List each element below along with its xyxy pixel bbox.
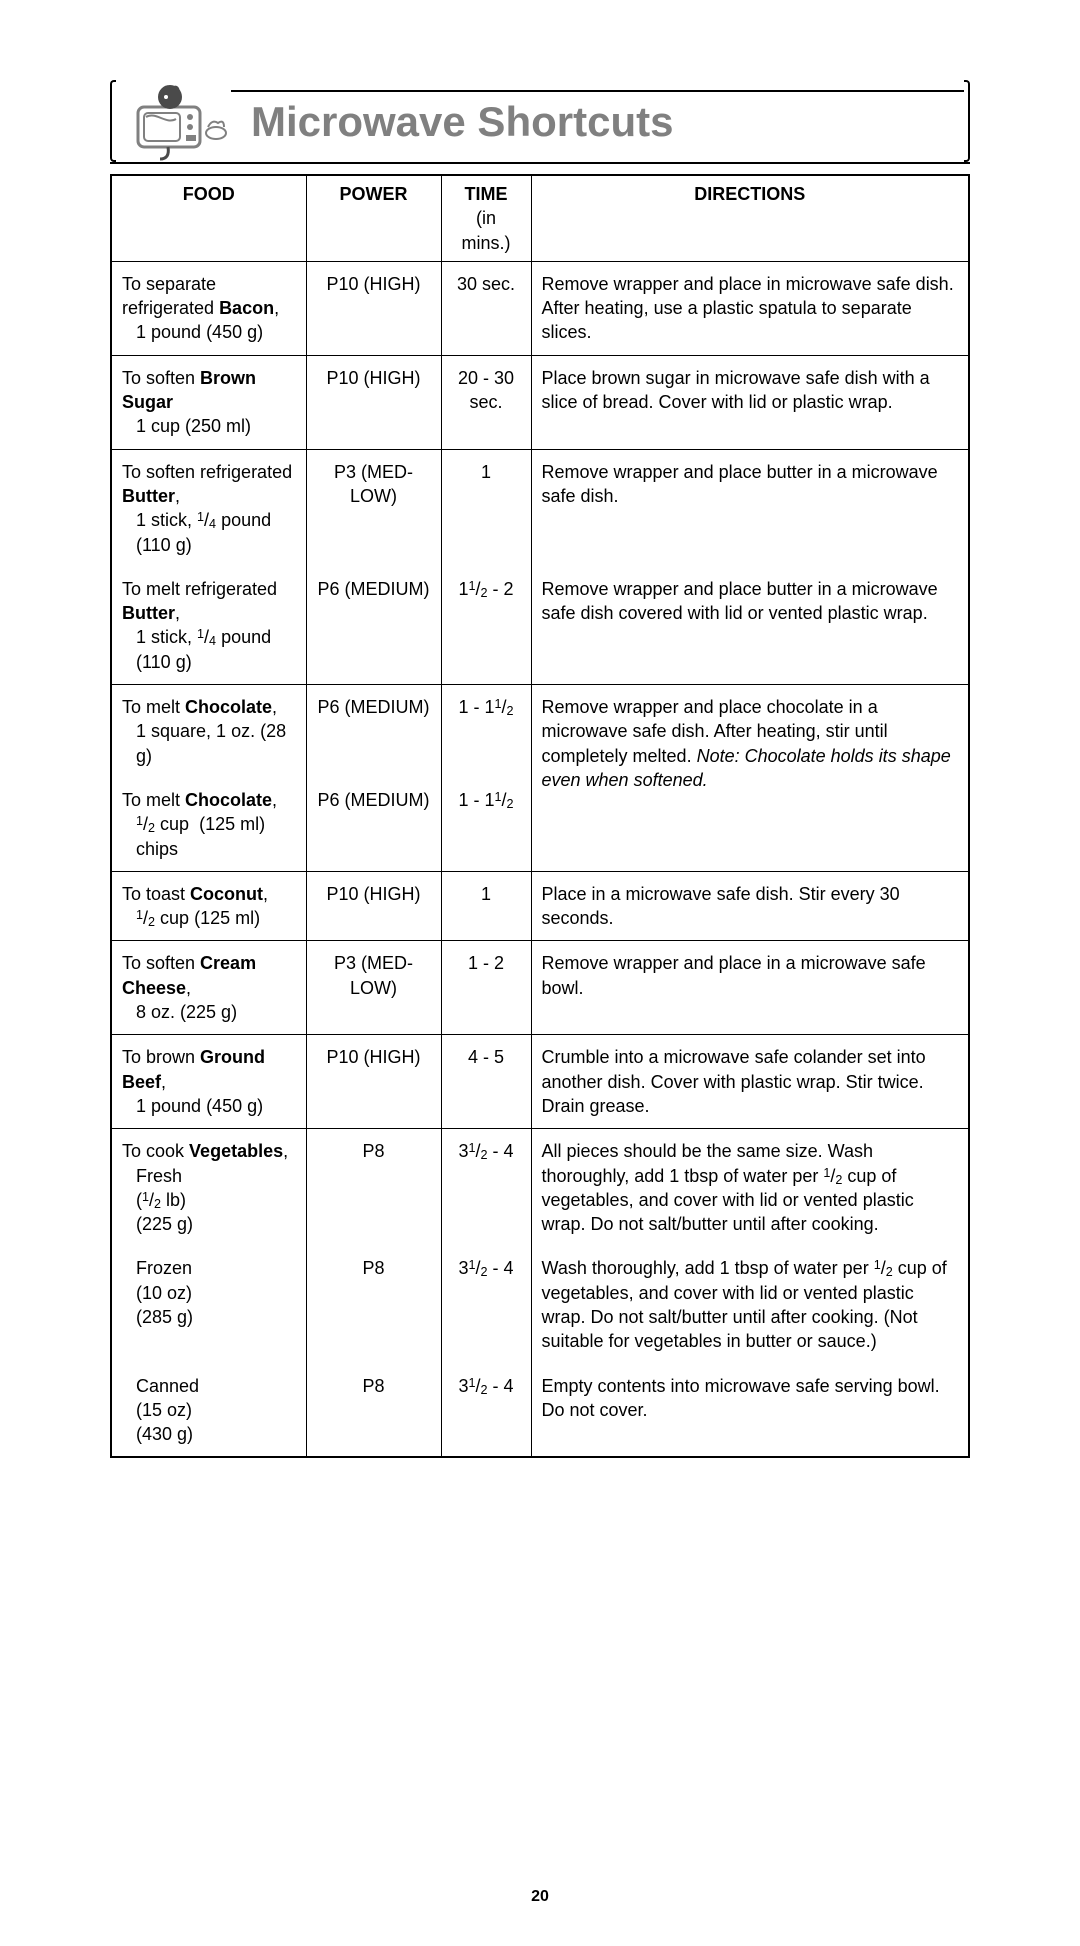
cell-food: To soften Brown Sugar1 cup (250 ml): [111, 355, 306, 449]
header-directions: DIRECTIONS: [531, 175, 969, 261]
cell-directions: Remove wrapper and place in microwave sa…: [531, 261, 969, 355]
cell-power: P6 (MEDIUM): [306, 778, 441, 871]
cell-time: 11/2 - 2: [441, 567, 531, 685]
cell-food: To melt refrigerated Butter,1 stick, 1/4…: [111, 567, 306, 685]
cell-power: P10 (HIGH): [306, 261, 441, 355]
cell-power: P10 (HIGH): [306, 1035, 441, 1129]
cell-directions: Wash thoroughly, add 1 tbsp of water per…: [531, 1246, 969, 1363]
shortcuts-table: FOOD POWER TIME (in mins.) DIRECTIONS To…: [110, 174, 970, 1458]
page-number: 20: [110, 1888, 970, 1906]
cell-food: To soften refrigerated Butter,1 stick, 1…: [111, 449, 306, 567]
cell-directions: Place in a microwave safe dish. Stir eve…: [531, 871, 969, 941]
cell-food: To melt Chocolate,1/2 cup (125 ml) chips: [111, 778, 306, 871]
cell-food: To melt Chocolate,1 square, 1 oz. (28 g): [111, 685, 306, 778]
cell-power: P6 (MEDIUM): [306, 685, 441, 778]
cell-directions: Remove wrapper and place chocolate in a …: [531, 685, 969, 872]
cell-time: 4 - 5: [441, 1035, 531, 1129]
table-row: To soften Cream Cheese,8 oz. (225 g)P3 (…: [111, 941, 969, 1035]
header-time: TIME (in mins.): [441, 175, 531, 261]
header-time-label: TIME: [465, 184, 508, 204]
header-food: FOOD: [111, 175, 306, 261]
cell-food: Canned(15 oz)(430 g): [111, 1364, 306, 1458]
cell-power: P3 (MED-LOW): [306, 449, 441, 567]
title-wrap: Microwave Shortcuts: [231, 90, 964, 152]
cell-time: 1 - 11/2: [441, 778, 531, 871]
header-time-sub: (in mins.): [462, 208, 511, 252]
table-row: To soften refrigerated Butter,1 stick, 1…: [111, 449, 969, 567]
cell-directions: Crumble into a microwave safe colander s…: [531, 1035, 969, 1129]
cell-power: P6 (MEDIUM): [306, 567, 441, 685]
cell-time: 20 - 30 sec.: [441, 355, 531, 449]
table-body: To separate refrigerated Bacon,1 pound (…: [111, 261, 969, 1457]
cell-food: To brown Ground Beef,1 pound (450 g): [111, 1035, 306, 1129]
header-power: POWER: [306, 175, 441, 261]
page-title: Microwave Shortcuts: [251, 98, 673, 145]
cell-time: 31/2 - 4: [441, 1246, 531, 1363]
cell-directions: Empty contents into microwave safe servi…: [531, 1364, 969, 1458]
cell-power: P3 (MED-LOW): [306, 941, 441, 1035]
cell-directions: Place brown sugar in microwave safe dish…: [531, 355, 969, 449]
table-row: Canned(15 oz)(430 g)P831/2 - 4Empty cont…: [111, 1364, 969, 1458]
table-row: To separate refrigerated Bacon,1 pound (…: [111, 261, 969, 355]
table-row: To brown Ground Beef,1 pound (450 g)P10 …: [111, 1035, 969, 1129]
page: Microwave Shortcuts FOOD POWER TIME (in …: [0, 0, 1080, 1946]
cell-power: P8: [306, 1246, 441, 1363]
cell-directions: All pieces should be the same size. Wash…: [531, 1129, 969, 1247]
cell-directions: Remove wrapper and place in a microwave …: [531, 941, 969, 1035]
cell-directions: Remove wrapper and place butter in a mic…: [531, 449, 969, 567]
bracket-right: [964, 80, 970, 162]
chef-microwave-icon: [116, 81, 231, 161]
table-row: To melt refrigerated Butter,1 stick, 1/4…: [111, 567, 969, 685]
cell-time: 31/2 - 4: [441, 1364, 531, 1458]
cell-time: 1: [441, 871, 531, 941]
cell-food: Frozen(10 oz)(285 g): [111, 1246, 306, 1363]
cell-time: 1 - 2: [441, 941, 531, 1035]
cell-power: P10 (HIGH): [306, 355, 441, 449]
table-row: To toast Coconut,1/2 cup (125 ml)P10 (HI…: [111, 871, 969, 941]
cell-food: To separate refrigerated Bacon,1 pound (…: [111, 261, 306, 355]
cell-time: 30 sec.: [441, 261, 531, 355]
cell-directions: Remove wrapper and place butter in a mic…: [531, 567, 969, 685]
cell-food: To cook Vegetables,Fresh(1/2 lb)(225 g): [111, 1129, 306, 1247]
cell-power: P8: [306, 1129, 441, 1247]
header-row: Microwave Shortcuts: [110, 80, 970, 164]
table-row: To cook Vegetables,Fresh(1/2 lb)(225 g)P…: [111, 1129, 969, 1247]
cell-time: 1 - 11/2: [441, 685, 531, 778]
table-row: To melt Chocolate,1 square, 1 oz. (28 g)…: [111, 685, 969, 778]
table-header-row: FOOD POWER TIME (in mins.) DIRECTIONS: [111, 175, 969, 261]
table-row: Frozen(10 oz)(285 g)P831/2 - 4Wash thoro…: [111, 1246, 969, 1363]
cell-time: 31/2 - 4: [441, 1129, 531, 1247]
cell-power: P10 (HIGH): [306, 871, 441, 941]
cell-food: To soften Cream Cheese,8 oz. (225 g): [111, 941, 306, 1035]
table-row: To soften Brown Sugar1 cup (250 ml)P10 (…: [111, 355, 969, 449]
cell-food: To toast Coconut,1/2 cup (125 ml): [111, 871, 306, 941]
cell-power: P8: [306, 1364, 441, 1458]
cell-time: 1: [441, 449, 531, 567]
